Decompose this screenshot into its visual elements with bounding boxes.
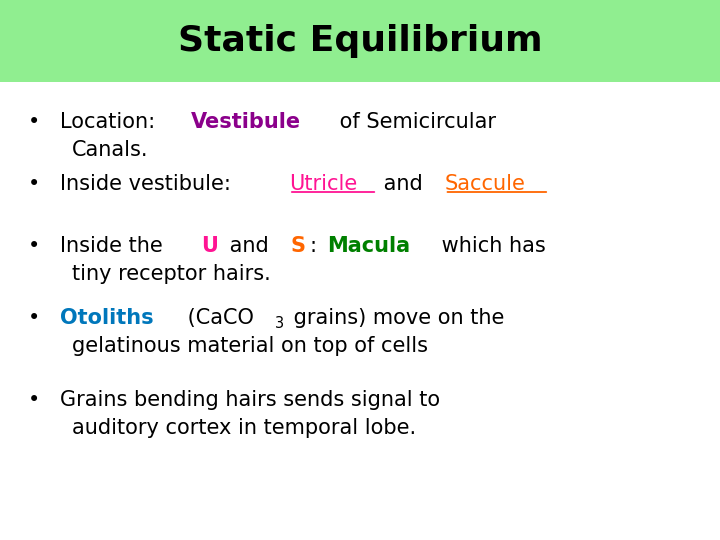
Text: Macula: Macula — [328, 236, 410, 256]
Text: •: • — [28, 174, 40, 194]
Text: Static Equilibrium: Static Equilibrium — [178, 24, 542, 58]
Text: and: and — [377, 174, 429, 194]
Text: (CaCO: (CaCO — [181, 308, 253, 328]
Text: Canals.: Canals. — [72, 140, 148, 160]
Text: of Semicircular: of Semicircular — [333, 112, 496, 132]
Text: •: • — [28, 112, 40, 132]
Text: Location:: Location: — [60, 112, 162, 132]
Text: Utricle: Utricle — [289, 174, 357, 194]
Text: Vestibule: Vestibule — [192, 112, 302, 132]
Text: gelatinous material on top of cells: gelatinous material on top of cells — [72, 336, 428, 356]
Text: Grains bending hairs sends signal to: Grains bending hairs sends signal to — [60, 390, 440, 410]
Text: Otoliths: Otoliths — [60, 308, 153, 328]
Text: Inside the: Inside the — [60, 236, 169, 256]
Text: :: : — [310, 236, 323, 256]
Text: •: • — [28, 236, 40, 256]
Text: S: S — [290, 236, 305, 256]
Text: •: • — [28, 390, 40, 410]
Text: 3: 3 — [275, 316, 284, 331]
Text: and: and — [223, 236, 275, 256]
Text: •: • — [28, 308, 40, 328]
Text: Inside vestibule:: Inside vestibule: — [60, 174, 238, 194]
Text: grains) move on the: grains) move on the — [287, 308, 504, 328]
Text: Saccule: Saccule — [445, 174, 526, 194]
Text: auditory cortex in temporal lobe.: auditory cortex in temporal lobe. — [72, 418, 416, 438]
FancyBboxPatch shape — [0, 0, 720, 82]
Text: U: U — [201, 236, 218, 256]
Text: tiny receptor hairs.: tiny receptor hairs. — [72, 264, 271, 284]
Text: which has: which has — [435, 236, 546, 256]
